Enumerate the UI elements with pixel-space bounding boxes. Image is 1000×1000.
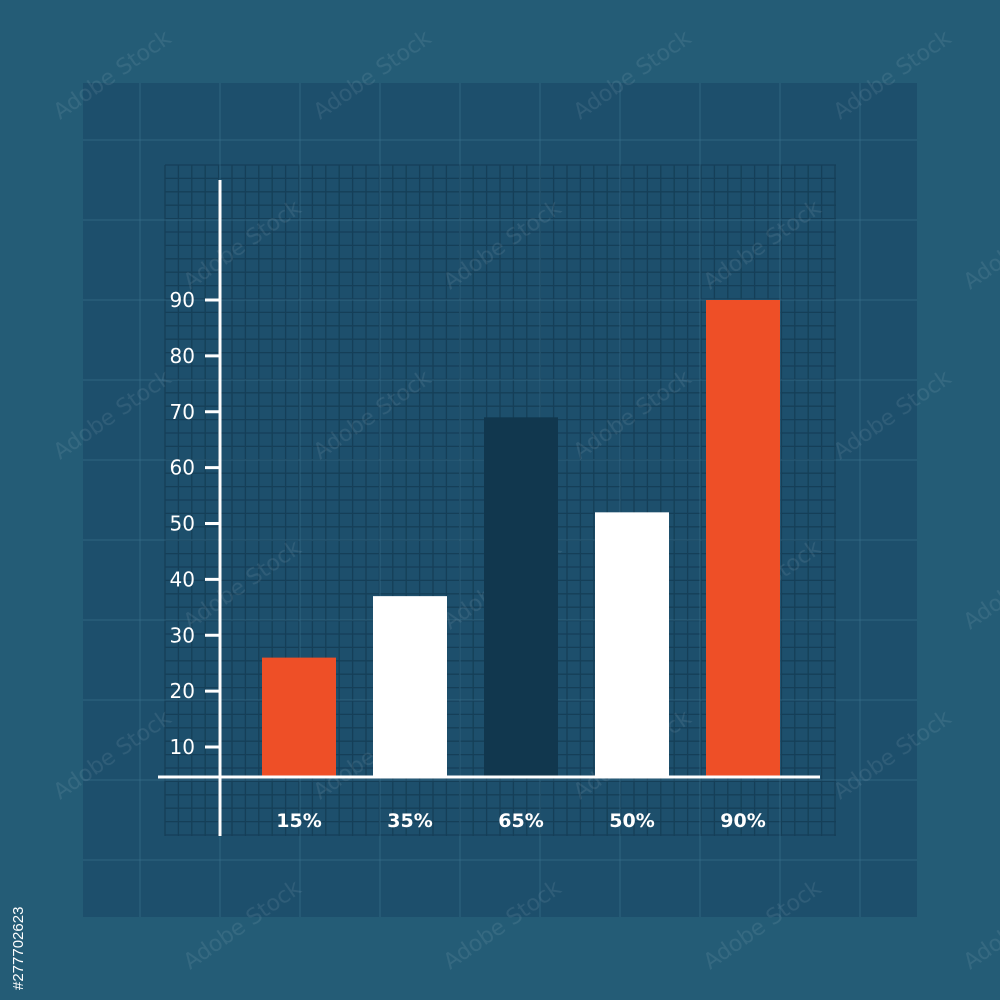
- bar-15pct: [262, 657, 336, 777]
- y-tick-label: 40: [170, 567, 195, 591]
- x-tick-label: 65%: [498, 810, 543, 832]
- x-tick-label: 15%: [276, 810, 321, 832]
- y-tick-label: 70: [170, 400, 195, 424]
- y-tick-label: 60: [170, 456, 195, 480]
- y-tick-label: 10: [170, 735, 195, 759]
- y-tick-label: 80: [170, 344, 195, 368]
- bars: [262, 300, 780, 777]
- x-tick-label: 90%: [720, 810, 765, 832]
- image-id: #277702623: [10, 906, 27, 990]
- y-tick-label: 50: [170, 512, 195, 536]
- y-ticks: 10 20 30 40 50 60 70 80 90: [170, 288, 220, 759]
- bar-90pct: [706, 300, 780, 777]
- x-labels: 15% 35% 65% 50% 90%: [276, 810, 765, 832]
- y-tick-label: 90: [170, 288, 195, 312]
- x-tick-label: 50%: [609, 810, 654, 832]
- watermark-text: Adobe Stock: [959, 535, 1000, 634]
- x-tick-label: 35%: [387, 810, 432, 832]
- y-tick-label: 30: [170, 623, 195, 647]
- bar-65pct: [484, 417, 558, 777]
- y-tick-label: 20: [170, 679, 195, 703]
- bar-50pct: [595, 512, 669, 777]
- watermark-text: Adobe Stock: [959, 875, 1000, 974]
- bar-35pct: [373, 596, 447, 777]
- watermark-text: Adobe Stock: [959, 195, 1000, 294]
